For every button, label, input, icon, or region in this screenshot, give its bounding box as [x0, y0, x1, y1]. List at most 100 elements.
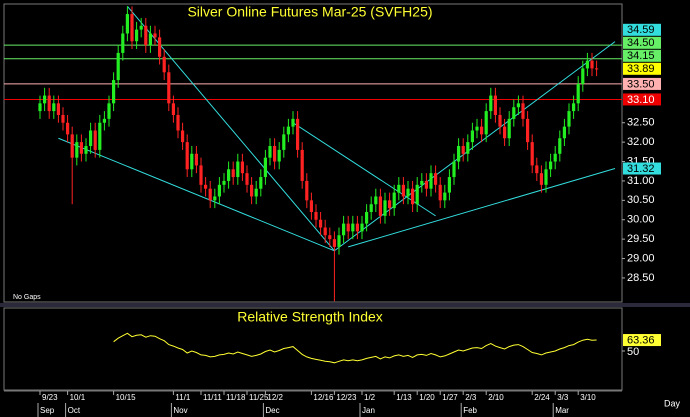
candle-body — [277, 149, 281, 162]
candle-body — [208, 188, 212, 201]
indicator-label-box — [623, 334, 661, 347]
candle-body — [507, 118, 511, 139]
candle-body — [447, 177, 451, 193]
price-label: 34.50 — [627, 37, 655, 49]
indicator-title: Relative Strength Index — [237, 309, 383, 325]
candle-body — [204, 184, 208, 189]
candle-body — [300, 149, 304, 181]
candle-body — [438, 184, 442, 201]
x-tick-label: 3/10 — [580, 393, 596, 402]
candle-body — [135, 29, 139, 42]
candle-body — [374, 196, 378, 205]
candle-body — [98, 122, 102, 150]
price-panel-frame — [3, 3, 623, 303]
x-tick-label: 9/23 — [42, 393, 58, 402]
candle-body — [346, 223, 350, 232]
candle-body — [305, 180, 309, 201]
candle-body — [351, 223, 355, 232]
x-tick-label: 1/13 — [396, 393, 412, 402]
candle-body — [89, 130, 93, 147]
candle-body — [70, 134, 74, 158]
candle-body — [217, 184, 221, 197]
y-tick-label: 31.00 — [627, 175, 655, 187]
candle-body — [590, 60, 594, 69]
candle-body — [323, 227, 327, 236]
candle-body — [420, 180, 424, 185]
candle-body — [558, 138, 562, 154]
month-label: Dec — [265, 406, 279, 415]
candle-body — [107, 103, 111, 119]
candle-body — [585, 60, 589, 69]
candle-body — [397, 184, 401, 193]
price-label: 33.50 — [627, 78, 655, 90]
trendline — [127, 6, 335, 252]
candle-body — [282, 134, 286, 150]
candle-body — [148, 33, 152, 46]
y-tick-label: 30.00 — [627, 214, 655, 226]
candle-body — [553, 153, 557, 162]
candle-body — [369, 204, 373, 212]
indicator-panel-frame — [3, 307, 623, 391]
candle-body — [342, 223, 346, 236]
candle-body — [139, 25, 143, 30]
candle-body — [392, 192, 396, 209]
candle-body — [512, 107, 516, 119]
candle-body — [503, 126, 507, 139]
month-label: Mar — [555, 406, 569, 415]
candle-body — [360, 223, 364, 232]
candle-body — [544, 169, 548, 185]
candle-body — [516, 103, 520, 108]
candle-body — [328, 235, 332, 240]
chart-title: Silver Online Futures Mar-25 (SVFH25) — [187, 4, 432, 20]
candle-body — [443, 192, 447, 201]
candle-body — [576, 83, 580, 104]
candle-body — [535, 165, 539, 174]
candle-body — [498, 114, 502, 127]
candle-body — [75, 142, 79, 158]
candle-body — [452, 161, 456, 178]
y-tick-label: 28.50 — [627, 272, 655, 284]
candle-body — [250, 184, 254, 197]
price-label-box — [623, 23, 661, 36]
candle-body — [401, 184, 405, 197]
candle-body — [424, 180, 428, 189]
candle-body — [434, 173, 438, 185]
candle-body — [309, 200, 313, 212]
candle-body — [236, 161, 240, 178]
candle-body — [222, 180, 226, 185]
candle-body — [291, 118, 295, 127]
candle-body — [125, 14, 129, 34]
x-tick-label: 1/20 — [419, 393, 435, 402]
candle-body — [383, 200, 387, 216]
candle-body — [171, 103, 175, 115]
month-label: Oct — [68, 406, 81, 415]
trendline — [348, 168, 616, 248]
candle-body — [263, 157, 267, 178]
candle-body — [93, 130, 97, 150]
candle-body — [466, 142, 470, 154]
month-label: Feb — [463, 406, 477, 415]
candle-body — [388, 200, 392, 209]
y-tick-label: 32.00 — [627, 136, 655, 148]
y-tick-label: 30.50 — [627, 194, 655, 206]
candle-body — [240, 161, 244, 174]
candle-body — [79, 142, 83, 154]
candle-body — [43, 95, 47, 104]
candle-body — [562, 126, 566, 139]
candle-body — [102, 118, 106, 123]
candle-body — [411, 188, 415, 205]
candle-body — [199, 165, 203, 185]
y-tick-label: 29.50 — [627, 233, 655, 245]
candle-body — [595, 68, 599, 70]
price-label-box — [623, 93, 661, 106]
candle-body — [521, 103, 525, 119]
candle-body — [572, 103, 576, 112]
candle-body — [194, 153, 198, 166]
note: No Gaps — [13, 294, 41, 301]
candle-body — [112, 80, 116, 104]
candle-body — [38, 103, 42, 112]
price-label: 34.15 — [627, 50, 655, 62]
x-tick-label: 11/1 — [175, 393, 191, 402]
